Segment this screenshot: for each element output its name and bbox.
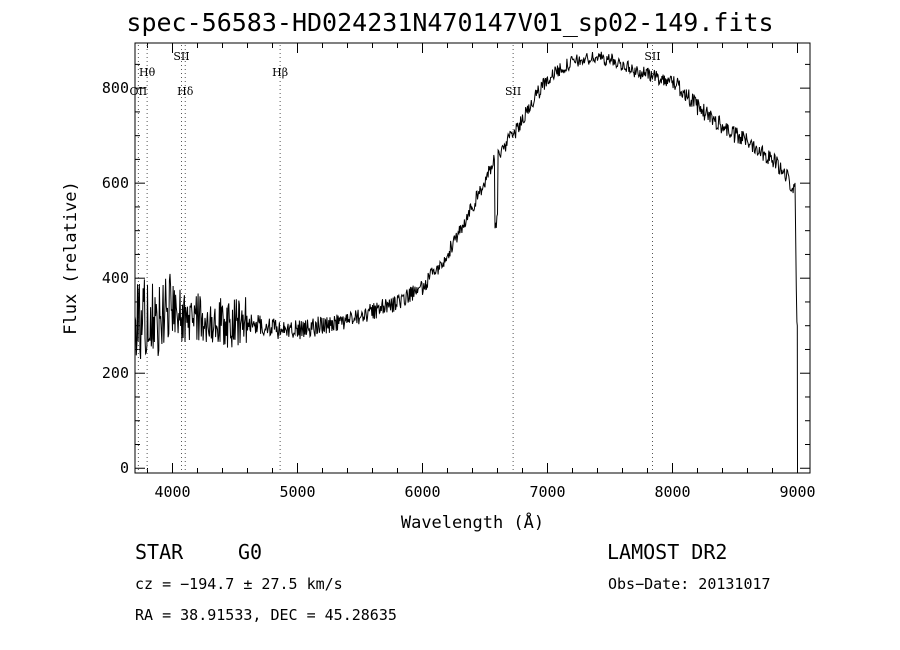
x-tick-label: 9000	[779, 483, 815, 501]
x-tick-label: 7000	[529, 483, 565, 501]
y-tick-label: 200	[102, 364, 129, 382]
marker-label: OII	[130, 85, 148, 98]
y-tick-label: 0	[120, 459, 129, 477]
series	[134, 51, 798, 464]
marker-label: SII	[173, 50, 189, 63]
spectrum-line	[134, 51, 798, 464]
coordinates: RA = 38.91533, DEC = 45.28635	[135, 606, 397, 624]
survey-name: LAMOST DR2	[607, 540, 728, 564]
redshift-readout: cz = −194.7 ± 27.5 km/s	[135, 575, 343, 593]
marker-label: Hθ	[139, 66, 156, 79]
spectral-line-markers: Hθ OII SII Hδ Hβ SII SII	[130, 45, 661, 471]
marker-label: SII	[505, 85, 521, 98]
object-subclass: G0	[238, 540, 263, 564]
x-tick-label: 4000	[154, 483, 190, 501]
marker-label: Hβ	[272, 66, 288, 79]
observation-date: Obs−Date: 20131017	[608, 575, 771, 593]
chart-title: spec-56583-HD024231N470147V01_sp02-149.f…	[126, 8, 774, 37]
object-class: STAR	[135, 540, 184, 564]
y-tick-label: 400	[102, 269, 129, 287]
y-tick-label: 600	[102, 174, 129, 192]
x-axis-label: Wavelength (Å)	[401, 511, 544, 533]
axes: 4000 5000 6000 7000 8000 9000 0 200 400 600 800 Wav…	[61, 42, 816, 533]
marker-label: Hδ	[177, 85, 194, 98]
y-tick-label: 800	[102, 79, 129, 97]
x-tick-label: 5000	[279, 483, 315, 501]
marker-label: SII	[644, 50, 660, 63]
y-axis-label: Flux (relative)	[61, 181, 81, 335]
x-tick-label: 8000	[654, 483, 690, 501]
x-tick-label: 6000	[404, 483, 440, 501]
plot-frame	[134, 42, 811, 474]
